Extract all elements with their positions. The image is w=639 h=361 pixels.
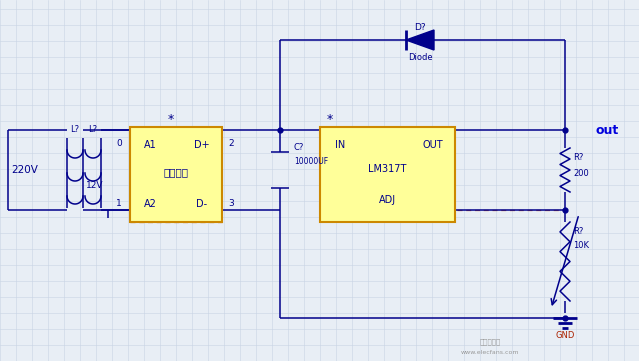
Text: L?: L?: [70, 126, 80, 135]
Text: IN: IN: [335, 140, 345, 150]
Text: *: *: [168, 113, 174, 126]
Text: Diode: Diode: [408, 53, 433, 62]
Text: 全桥整流: 全桥整流: [164, 167, 189, 177]
Text: R?: R?: [573, 153, 583, 162]
Text: A2: A2: [144, 199, 157, 209]
Text: 220V: 220V: [12, 165, 38, 175]
Polygon shape: [406, 30, 434, 50]
Text: 1: 1: [116, 200, 122, 209]
Text: *: *: [327, 113, 333, 126]
Text: C?: C?: [294, 144, 304, 152]
Text: D+: D+: [194, 140, 210, 150]
Text: D?: D?: [414, 22, 426, 31]
Text: 10K: 10K: [573, 242, 589, 251]
Bar: [130, 127, 222, 222]
Text: 12V: 12V: [86, 180, 104, 190]
Text: LM317T: LM317T: [368, 164, 406, 174]
Text: ADJ: ADJ: [378, 195, 396, 205]
Text: 电子发烧友: 电子发烧友: [479, 339, 500, 345]
Text: 200: 200: [573, 169, 589, 178]
Text: 2: 2: [228, 139, 234, 148]
Text: www.elecfans.com: www.elecfans.com: [461, 349, 520, 355]
Bar: [320, 127, 455, 222]
Text: OUT: OUT: [422, 140, 443, 150]
Text: GND: GND: [555, 331, 574, 340]
Text: 0: 0: [116, 139, 122, 148]
Text: L?: L?: [88, 126, 98, 135]
Text: 3: 3: [228, 200, 234, 209]
Text: out: out: [595, 123, 619, 136]
Text: 10000UF: 10000UF: [294, 157, 328, 166]
Text: R?: R?: [573, 227, 583, 236]
Text: A1: A1: [144, 140, 157, 150]
Text: D-: D-: [196, 199, 208, 209]
